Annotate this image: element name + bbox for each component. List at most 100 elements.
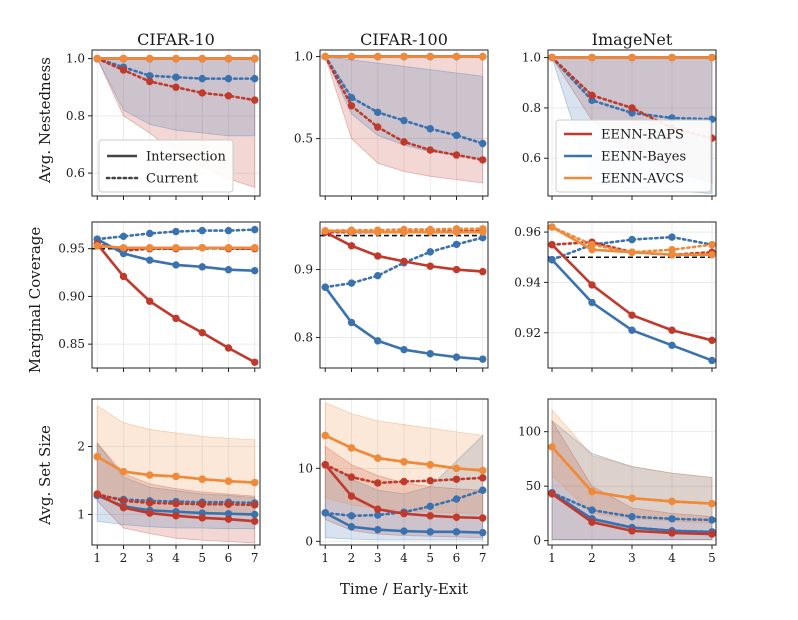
point-eenn-bayes-dotted [452, 240, 461, 249]
point-eenn-bayes-solid [119, 249, 128, 258]
column-title-cifar10: CIFAR-10 [137, 30, 215, 49]
point-eenn-raps-solid [400, 509, 408, 518]
point-eenn-raps-solid [251, 517, 259, 525]
legend-label-eenn-bayes: EENN-Bayes [601, 150, 686, 165]
point-eenn-bayes-dotted [172, 227, 180, 236]
point-eenn-avcs-solid [426, 52, 434, 61]
point-eenn-raps-dotted [146, 499, 154, 507]
y-tick-label: 0 [305, 534, 313, 548]
point-eenn-raps-dotted [251, 96, 259, 104]
x-tick-label: 4 [400, 551, 408, 565]
panel-r1-c0: 0.85 0.90 0.95 [58, 221, 261, 372]
point-eenn-avcs-solid [172, 244, 180, 252]
y-tick-label: 1 [77, 507, 85, 521]
point-eenn-raps-solid [119, 503, 128, 512]
point-eenn-raps-solid [374, 252, 382, 260]
y-tick-label: 0.6 [522, 151, 541, 165]
point-eenn-raps-solid [347, 492, 356, 500]
y-tick-label: 0.92 [514, 326, 541, 340]
point-eenn-raps-dotted [628, 104, 636, 112]
point-eenn-avcs-solid [668, 53, 676, 62]
x-tick-label: 4 [172, 551, 180, 565]
panel-r2-c2: 0 50 100 1 2 3 4 5 [518, 398, 717, 565]
point-eenn-bayes-dotted [668, 515, 676, 523]
point-eenn-avcs-solid [224, 54, 233, 63]
point-eenn-avcs-solid [198, 244, 206, 252]
point-eenn-avcs-solid [374, 454, 382, 462]
point-eenn-bayes-dotted [198, 226, 206, 235]
point-eenn-raps-dotted [374, 479, 382, 487]
point-eenn-avcs-solid [588, 487, 596, 496]
point-eenn-bayes-solid [347, 523, 356, 531]
point-eenn-avcs-solid [548, 443, 556, 451]
plot-area [548, 408, 716, 540]
point-eenn-raps-solid [479, 267, 487, 276]
y-tick-label: 1.0 [66, 52, 85, 66]
point-eenn-avcs-solid [668, 251, 676, 259]
point-eenn-avcs-solid [628, 53, 636, 62]
point-eenn-raps-solid [479, 514, 487, 522]
point-eenn-raps-solid [172, 314, 180, 323]
x-axis-label: Time / Early-Exit [340, 580, 468, 598]
point-eenn-bayes-dotted [224, 226, 233, 235]
point-eenn-bayes-dotted [198, 74, 206, 83]
legend-line-style: Intersection Current [98, 139, 234, 193]
point-eenn-avcs-solid [146, 54, 154, 63]
point-eenn-raps-dotted [119, 66, 128, 74]
x-tick-label: 5 [198, 551, 206, 565]
y-tick-label: 1.0 [522, 51, 541, 65]
point-eenn-raps-dotted [400, 477, 408, 486]
column-title-imagenet: ImageNet [592, 30, 673, 49]
point-eenn-bayes-solid [374, 337, 382, 345]
point-eenn-bayes-solid [708, 356, 716, 365]
point-eenn-bayes-dotted [374, 511, 382, 519]
point-eenn-bayes-dotted [479, 486, 487, 494]
point-eenn-avcs-solid [628, 494, 636, 502]
legend-label-intersection: Intersection [146, 150, 226, 165]
point-eenn-raps-solid [548, 240, 556, 249]
point-eenn-avcs-solid [198, 54, 206, 63]
point-eenn-raps-solid [172, 512, 180, 520]
y-tick-label: 0.8 [522, 101, 541, 115]
point-eenn-raps-solid [347, 242, 356, 250]
y-tick-label: 0.8 [294, 330, 313, 344]
point-eenn-raps-solid [588, 281, 596, 289]
point-eenn-avcs-solid [224, 477, 233, 485]
point-eenn-bayes-solid [400, 345, 408, 354]
point-eenn-avcs-solid [628, 248, 636, 256]
point-eenn-raps-dotted [172, 83, 180, 91]
point-eenn-avcs-solid [146, 471, 154, 479]
point-eenn-bayes-solid [479, 528, 487, 537]
point-eenn-avcs-solid [119, 54, 128, 63]
point-eenn-raps-solid [452, 513, 461, 521]
point-eenn-avcs-solid [347, 444, 356, 452]
point-eenn-raps-dotted [452, 151, 461, 159]
point-eenn-raps-solid [668, 326, 676, 334]
point-eenn-avcs-solid [93, 453, 101, 461]
point-eenn-bayes-dotted [374, 271, 382, 280]
point-eenn-raps-dotted [479, 156, 487, 164]
x-tick-label: 1 [321, 551, 329, 565]
point-eenn-bayes-dotted [708, 516, 716, 524]
point-eenn-raps-dotted [374, 123, 382, 131]
point-eenn-raps-dotted [400, 138, 408, 146]
point-eenn-bayes-dotted [426, 248, 434, 256]
point-eenn-avcs-solid [321, 431, 329, 440]
point-eenn-raps-dotted [426, 477, 434, 485]
point-eenn-raps-solid [628, 527, 636, 535]
point-eenn-avcs-solid [224, 244, 233, 252]
point-eenn-avcs-solid [146, 244, 154, 252]
point-eenn-avcs-solid [479, 466, 487, 475]
legend-box [98, 139, 234, 193]
point-eenn-avcs-solid [400, 52, 408, 61]
point-eenn-avcs-solid [400, 458, 408, 466]
point-eenn-bayes-solid [588, 298, 596, 307]
row-label-set-size: Avg. Set Size [36, 425, 54, 526]
x-tick-label: 6 [453, 551, 461, 565]
point-eenn-raps-solid [708, 530, 716, 538]
point-eenn-raps-solid [224, 344, 233, 352]
point-eenn-bayes-solid [172, 261, 180, 269]
point-eenn-bayes-solid [548, 256, 556, 264]
x-tick-label: 3 [628, 551, 636, 565]
x-tick-label: 7 [251, 551, 259, 565]
